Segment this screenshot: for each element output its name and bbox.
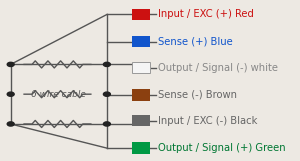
Text: Input / EXC (+) Red: Input / EXC (+) Red	[158, 9, 254, 19]
Text: Sense (-) Brown: Sense (-) Brown	[158, 90, 237, 100]
Bar	[132, 62, 150, 73]
Bar	[132, 115, 150, 126]
Bar	[132, 36, 150, 47]
Circle shape	[7, 92, 14, 96]
Text: Input / EXC (-) Black: Input / EXC (-) Black	[158, 116, 258, 126]
Text: 6 wire cable: 6 wire cable	[32, 90, 86, 99]
Circle shape	[7, 62, 14, 66]
Text: Output / Signal (-) white: Output / Signal (-) white	[158, 63, 278, 73]
Circle shape	[103, 92, 110, 96]
Circle shape	[103, 62, 110, 66]
Text: Sense (+) Blue: Sense (+) Blue	[158, 37, 233, 47]
Bar	[132, 9, 150, 20]
Text: Output / Signal (+) Green: Output / Signal (+) Green	[158, 143, 286, 153]
Circle shape	[103, 122, 110, 126]
Circle shape	[7, 122, 14, 126]
Bar	[132, 142, 150, 154]
Bar	[132, 89, 150, 101]
